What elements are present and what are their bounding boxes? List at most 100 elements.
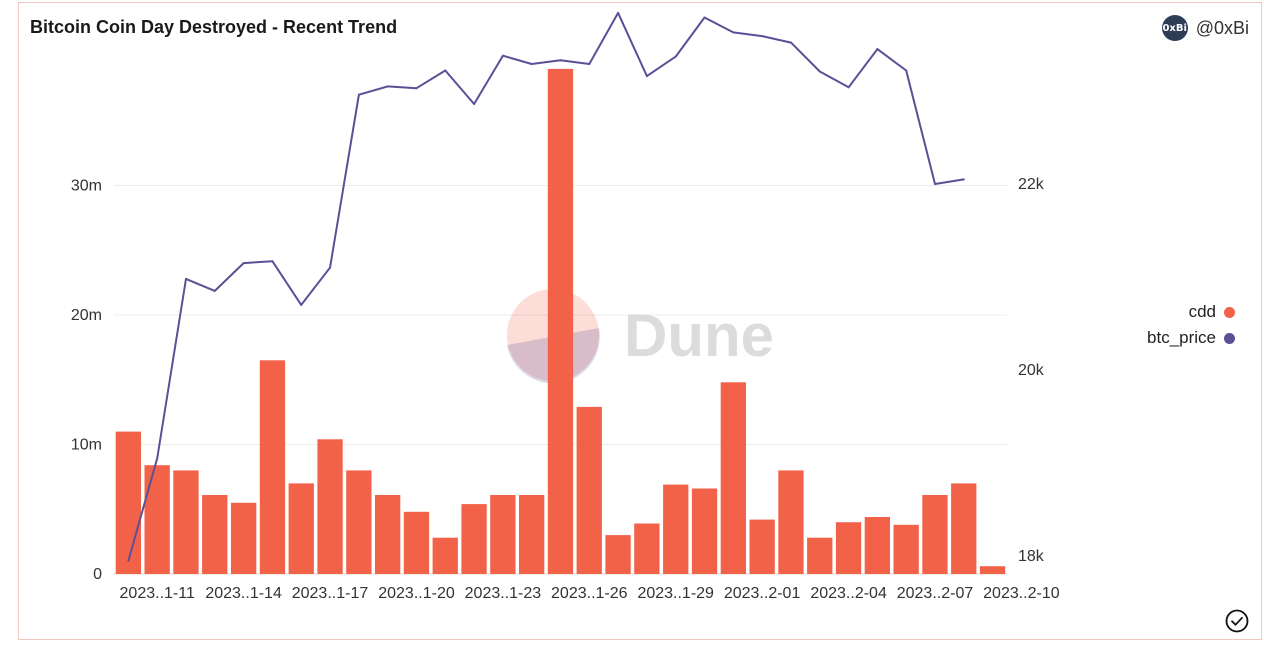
bar-cdd <box>893 524 919 574</box>
right-tick-label: 18k <box>1018 548 1045 565</box>
left-axis-ticks: 0 10m 20m 30m <box>71 178 102 584</box>
btc-price-point <box>271 260 274 263</box>
bar-cdd <box>317 439 343 574</box>
btc-price-point <box>847 86 850 89</box>
x-tick-label: 2023..2-04 <box>810 585 887 602</box>
btc-price-line <box>127 11 964 561</box>
btc-price-point <box>790 41 792 44</box>
author-badge[interactable]: 0xBi @0xBi <box>1161 15 1249 41</box>
x-axis-ticks: 2023..1-11 2023..1-14 2023..1-17 2023..1-20… <box>120 585 1060 602</box>
cdd-bars <box>115 68 1006 575</box>
author-handle[interactable]: @0xBi <box>1195 17 1249 38</box>
legend-item-btc-price[interactable]: btc_price <box>1147 325 1235 351</box>
bar-cdd <box>375 495 401 574</box>
btc-price-point <box>530 63 533 65</box>
legend-label-cdd: cdd <box>1188 302 1216 321</box>
btc-price-point <box>386 85 389 88</box>
bar-cdd <box>634 523 660 574</box>
bar-cdd <box>115 431 141 574</box>
btc-price-point <box>156 457 159 460</box>
btc-price-point <box>818 70 821 73</box>
bar-cdd <box>259 360 286 574</box>
legend-label-btc-price: btc_price <box>1147 328 1216 347</box>
x-tick-label: 2023..1-23 <box>465 585 542 602</box>
bar-cdd <box>490 495 516 574</box>
btc-price-point <box>559 59 562 62</box>
btc-price-point <box>444 69 447 72</box>
btc-price-point <box>761 35 764 38</box>
btc-price-point <box>213 289 216 292</box>
bar-cdd <box>691 488 718 574</box>
btc-price-point <box>242 262 245 265</box>
bar-cdd <box>173 470 199 574</box>
bar-cdd <box>403 511 430 574</box>
bar-cdd <box>231 502 257 574</box>
btc-price-point <box>732 31 735 34</box>
btc-price-point <box>617 11 620 14</box>
x-tick-label: 2023..1-17 <box>292 585 369 602</box>
bar-cdd <box>864 517 890 574</box>
bar-cdd <box>144 465 170 574</box>
btc-price-point <box>876 48 879 51</box>
bar-cdd <box>778 470 804 574</box>
legend: cdd btc_price <box>1147 299 1235 351</box>
btc-price-point <box>127 559 130 562</box>
bar-cdd <box>432 537 458 574</box>
x-tick-label: 2023..2-01 <box>724 585 801 602</box>
bar-cdd <box>922 495 948 574</box>
btc-price-point <box>357 93 360 96</box>
x-tick-label: 2023..1-26 <box>551 585 628 602</box>
x-tick-label: 2023..2-10 <box>983 585 1060 602</box>
bar-cdd <box>202 495 228 574</box>
bar-cdd <box>835 522 862 574</box>
btc-price-point <box>905 69 908 72</box>
btc-price-line-group <box>127 11 965 562</box>
bar-cdd <box>951 483 977 574</box>
left-tick-label: 20m <box>71 307 102 324</box>
left-tick-label: 0 <box>93 566 102 583</box>
left-tick-label: 30m <box>71 178 102 195</box>
bar-cdd <box>720 382 746 574</box>
check-circle-icon[interactable] <box>1225 609 1249 633</box>
btc-price-point <box>934 183 936 185</box>
right-tick-label: 20k <box>1018 362 1045 379</box>
right-axis-ticks: 18k 20k 22k <box>1018 176 1045 565</box>
x-tick-label: 2023..1-14 <box>205 585 282 602</box>
btc-price-point <box>185 277 187 280</box>
btc-price-point <box>473 103 476 105</box>
btc-price-point <box>329 266 331 269</box>
bar-cdd <box>749 519 775 574</box>
bar-cdd <box>605 535 631 574</box>
bar-cdd <box>807 537 833 574</box>
watermark-text: Dune <box>624 302 774 369</box>
btc-price-point <box>588 63 591 65</box>
btc-price-point <box>300 303 303 306</box>
legend-item-cdd[interactable]: cdd <box>1147 299 1235 325</box>
bar-cdd <box>461 504 487 574</box>
btc-price-point <box>415 87 418 90</box>
btc-price-point <box>703 16 706 19</box>
bar-cdd <box>979 566 1006 574</box>
bar-cdd <box>346 470 372 574</box>
legend-swatch-btc-price <box>1224 332 1235 344</box>
avatar: 0xBi <box>1161 15 1188 41</box>
btc-price-point <box>962 178 965 181</box>
legend-swatch-cdd <box>1224 306 1235 318</box>
bar-cdd <box>576 406 602 574</box>
bar-cdd <box>288 483 314 574</box>
chart-title: Bitcoin Coin Day Destroyed - Recent Tren… <box>30 17 398 37</box>
x-tick-label: 2023..1-11 <box>120 585 195 602</box>
bar-cdd <box>663 484 689 574</box>
btc-price-point <box>501 54 504 57</box>
x-tick-label: 2023..1-29 <box>637 585 714 602</box>
btc-price-point <box>645 75 648 78</box>
bar-cdd <box>519 495 545 574</box>
bar-cdd <box>547 68 574 575</box>
right-tick-label: 22k <box>1018 176 1045 193</box>
left-tick-label: 10m <box>71 437 102 454</box>
dune-watermark: Dune <box>507 289 774 384</box>
btc-price-point <box>674 55 677 58</box>
x-tick-label: 2023..1-20 <box>378 585 455 602</box>
x-tick-label: 2023..2-07 <box>897 585 974 602</box>
